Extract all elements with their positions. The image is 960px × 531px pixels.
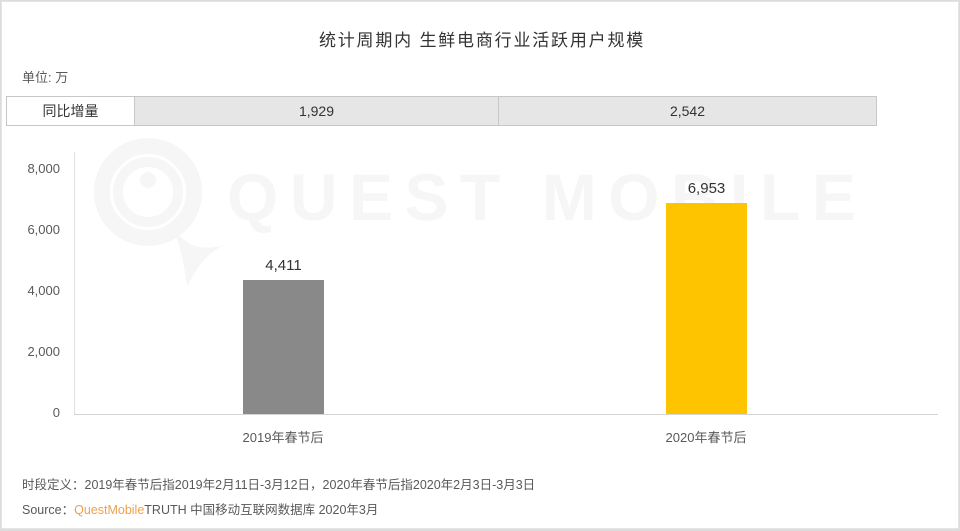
- svg-text:QUEST MOBILE: QUEST MOBILE: [227, 160, 867, 234]
